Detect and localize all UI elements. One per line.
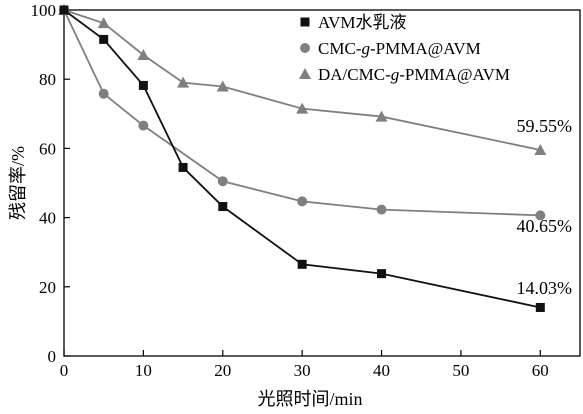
x-tick-label: 20	[214, 361, 231, 380]
y-tick-label: 0	[48, 347, 57, 366]
data-point-triangle	[177, 76, 190, 88]
x-tick-label: 10	[135, 361, 152, 380]
legend-label-part: AVM水乳液	[318, 13, 406, 32]
data-point-triangle	[216, 80, 229, 92]
data-point-square	[59, 5, 69, 15]
legend-marker-triangle	[299, 68, 311, 79]
data-point-circle	[297, 196, 308, 207]
data-point-square	[218, 202, 228, 212]
data-point-square	[535, 302, 545, 312]
data-point-triangle	[296, 102, 309, 114]
series-layer	[58, 4, 547, 312]
y-tick-label: 60	[39, 139, 56, 158]
legend-label: DA/CMC-g-PMMA@AVM	[318, 65, 510, 84]
x-tick-label: 60	[532, 361, 549, 380]
legend-marker-circle	[300, 43, 310, 53]
data-point-square	[178, 162, 188, 172]
x-tick-label: 50	[452, 361, 469, 380]
data-point-circle	[535, 210, 546, 221]
data-point-square	[99, 34, 109, 44]
end-value-label: 14.03%	[517, 278, 573, 298]
series-2	[58, 4, 547, 155]
data-point-circle	[98, 88, 109, 99]
end-labels: 14.03% 40.65% 59.55%	[517, 116, 573, 298]
legend-label: AVM水乳液	[318, 13, 406, 32]
legend-label-part: CMC-	[318, 39, 362, 58]
data-point-square	[297, 259, 307, 269]
legend-label-part: -PMMA@AVM	[399, 65, 510, 84]
y-tick-label: 80	[39, 70, 56, 89]
data-point-circle	[138, 120, 149, 131]
y-axis-label: 残留率/%	[8, 146, 28, 220]
data-point-circle	[217, 176, 228, 187]
series-line	[63, 9, 541, 151]
x-tick-label: 30	[294, 361, 311, 380]
legend-label-part: g	[391, 65, 400, 84]
legend-label: CMC-g-PMMA@AVM	[318, 39, 481, 58]
x-tick-label: 0	[60, 361, 69, 380]
y-tick-label: 20	[39, 278, 56, 297]
x-axis-label: 光照时间/min	[257, 389, 362, 409]
y-axis-ticks: 0 20 40 60 80 100	[31, 1, 70, 366]
data-point-triangle	[375, 110, 388, 122]
legend-label-part: DA/CMC-	[318, 65, 391, 84]
data-point-triangle	[534, 143, 547, 155]
series-line	[63, 9, 541, 309]
legend-item: CMC-g-PMMA@AVM	[300, 39, 481, 58]
legend-marker-square	[300, 17, 310, 27]
plot-frame	[63, 9, 581, 357]
x-axis-ticks: 0 10 20 30 40 50 60	[60, 350, 549, 380]
legend-item: AVM水乳液	[300, 13, 406, 32]
data-point-triangle	[97, 17, 110, 29]
data-point-square	[138, 80, 148, 90]
series-0	[59, 5, 545, 312]
legend-label-part: g	[361, 39, 370, 58]
x-tick-label: 40	[373, 361, 390, 380]
data-point-circle	[376, 204, 387, 215]
data-point-triangle	[137, 48, 150, 60]
end-value-label: 40.65%	[517, 216, 573, 236]
legend-item: DA/CMC-g-PMMA@AVM	[299, 65, 510, 84]
data-point-square	[377, 269, 387, 279]
legend-label-part: -PMMA@AVM	[370, 39, 481, 58]
end-value-label: 59.55%	[517, 116, 573, 136]
y-tick-label: 100	[31, 1, 57, 20]
y-tick-label: 40	[39, 209, 56, 228]
